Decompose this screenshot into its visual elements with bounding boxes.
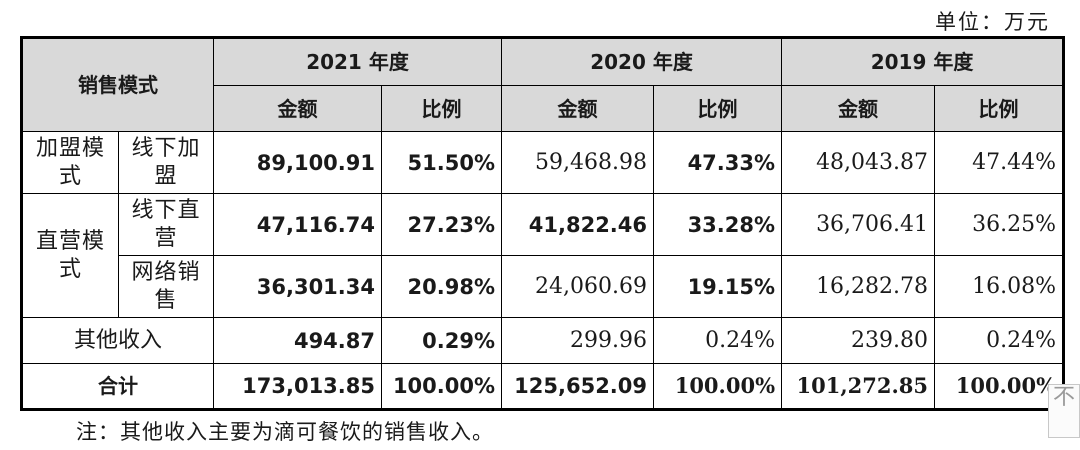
header-ratio-2021: 比例	[380, 85, 503, 132]
sub-offline-direct: 线下直营	[118, 193, 214, 256]
header-row-years: 销售模式 2021 年度 2020 年度 2019 年度	[21, 37, 1065, 132]
amount-2019: 16,282.78	[781, 255, 936, 318]
sales-mode-table: 销售模式 2021 年度 2020 年度 2019 年度 金额 比例 金额 比例…	[20, 36, 1066, 411]
unit-label: 单位：万元	[935, 10, 1050, 34]
amount-2020: 125,652.09	[501, 363, 655, 410]
amount-2019: 48,043.87	[781, 131, 936, 194]
table-row-direct-online: 网络销售 36,301.34 20.98% 24,060.69 19.15% 1…	[22, 255, 1065, 318]
ratio-2020: 19.15%	[653, 255, 783, 318]
ratio-2020: 33.28%	[653, 193, 783, 256]
corner-mark: 不	[1048, 384, 1080, 438]
sub-online-sales: 网络销售	[118, 255, 214, 318]
amount-2021: 494.87	[213, 317, 382, 364]
ratio-2019: 36.25%	[934, 193, 1065, 256]
header-year-2020: 2020 年度	[501, 37, 783, 86]
footnote: 注：其他收入主要为滴可餐饮的销售收入。	[76, 420, 494, 444]
ratio-2021: 27.23%	[380, 193, 503, 256]
category-direct: 直营模式	[21, 193, 119, 318]
header-amount-2019: 金额	[781, 85, 936, 132]
amount-2020: 41,822.46	[501, 193, 655, 256]
label-total: 合计	[21, 363, 214, 410]
ratio-2020: 0.24%	[653, 317, 783, 364]
ratio-2019: 100.00%	[934, 363, 1065, 410]
amount-2021: 36,301.34	[213, 255, 382, 318]
ratio-2021: 0.29%	[380, 317, 503, 364]
amount-2019: 239.80	[781, 317, 936, 364]
amount-2020: 59,468.98	[501, 131, 655, 194]
amount-2019: 101,272.85	[781, 363, 936, 410]
ratio-2019: 47.44%	[934, 131, 1065, 194]
header-row-metrics: 金额 比例 金额 比例 金额 比例	[22, 85, 1065, 132]
table-row-direct-offline: 直营模式 线下直营 47,116.74 27.23% 41,822.46 33.…	[21, 193, 1065, 318]
amount-2020: 299.96	[501, 317, 655, 364]
ratio-2021: 20.98%	[380, 255, 503, 318]
amount-2020: 24,060.69	[501, 255, 655, 318]
label-other-income: 其他收入	[21, 317, 214, 364]
amount-2019: 36,706.41	[781, 193, 936, 256]
table-row-franchise: 加盟模式 线下加盟 89,100.91 51.50% 59,468.98 47.…	[21, 131, 1065, 194]
ratio-2019: 16.08%	[934, 255, 1065, 318]
header-year-2021: 2021 年度	[212, 37, 503, 86]
header-amount-2021: 金额	[213, 85, 382, 132]
ratio-2020: 100.00%	[653, 363, 783, 410]
amount-2021: 89,100.91	[213, 131, 382, 194]
category-franchise: 加盟模式	[21, 131, 119, 194]
amount-2021: 173,013.85	[213, 363, 382, 410]
ratio-2021: 100.00%	[380, 363, 503, 410]
header-sales-mode: 销售模式	[21, 37, 214, 132]
table-row-other: 其他收入 494.87 0.29% 299.96 0.24% 239.80 0.…	[21, 317, 1065, 364]
sub-offline-franchise: 线下加盟	[118, 131, 214, 194]
amount-2021: 47,116.74	[213, 193, 382, 256]
table-row-total: 合计 173,013.85 100.00% 125,652.09 100.00%…	[21, 363, 1065, 410]
ratio-2019: 0.24%	[934, 317, 1065, 364]
header-ratio-2020: 比例	[653, 85, 783, 132]
header-ratio-2019: 比例	[934, 85, 1065, 132]
ratio-2020: 47.33%	[653, 131, 783, 194]
header-amount-2020: 金额	[501, 85, 655, 132]
header-year-2019: 2019 年度	[781, 37, 1065, 86]
ratio-2021: 51.50%	[380, 131, 503, 194]
